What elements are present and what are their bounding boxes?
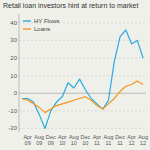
chart: Retail loan investors hint at return to … [0,0,150,150]
grid-line [19,40,146,41]
x-tick-label-line: 11 [117,140,123,146]
x-tick-label-line: 10 [59,140,65,146]
title: Retail loan investors hint at return to … [3,2,138,9]
grid-line [19,58,146,59]
x-tick-label: Apr10 [58,134,67,146]
title-line: Retail loan investors hint at return to … [3,2,138,9]
y-tick-label: 30 [10,37,17,43]
x-tick-label-line: 10 [71,140,77,146]
x-tick-label: Apr12 [127,134,136,146]
y-tick-label: 20 [10,55,17,61]
legend-swatch [23,28,31,29]
x-tick-label-line: 11 [94,140,100,146]
y-tick-label: 0 [14,90,18,96]
x-tick-label-line: 09 [48,140,54,146]
x-tick-label-line: 12 [129,140,135,146]
x-tick-label-line: 11 [106,140,112,146]
x-tick-label-line: 10 [82,140,88,146]
legend-label: Loans [34,26,50,32]
x-tick-label: Dec11 [115,134,125,146]
legend-label: HY Flows [34,18,60,24]
plot-area [22,30,143,129]
x-tick-label-line: 09 [25,140,31,146]
y-tick-label: 10 [10,73,17,79]
series-line [22,30,143,129]
grid-line [19,93,146,94]
y-tick-label: 40 [10,20,17,26]
x-tick-label: Aug12 [138,134,148,146]
legend: HY Flows Loans [23,18,60,32]
x-tick-label-line: 09 [36,140,42,146]
x-tick-label: Apr11 [93,134,102,146]
x-tick-label: Apr09 [23,134,32,146]
grid-line [19,128,146,129]
x-tick-label-line: 12 [140,140,146,146]
series-line [22,81,143,113]
y-axis [19,14,20,132]
x-tick-label: Aug11 [104,134,114,146]
x-tick-label: Dec09 [46,134,56,146]
grid-line [19,75,146,76]
x-tick-label: Aug09 [34,134,44,146]
y-tick-label: -20 [8,125,17,131]
x-tick-label: Aug10 [69,134,79,146]
x-tick-label: Dec10 [80,134,90,146]
y-tick-label: -10 [8,108,17,114]
legend-swatch [23,20,31,21]
